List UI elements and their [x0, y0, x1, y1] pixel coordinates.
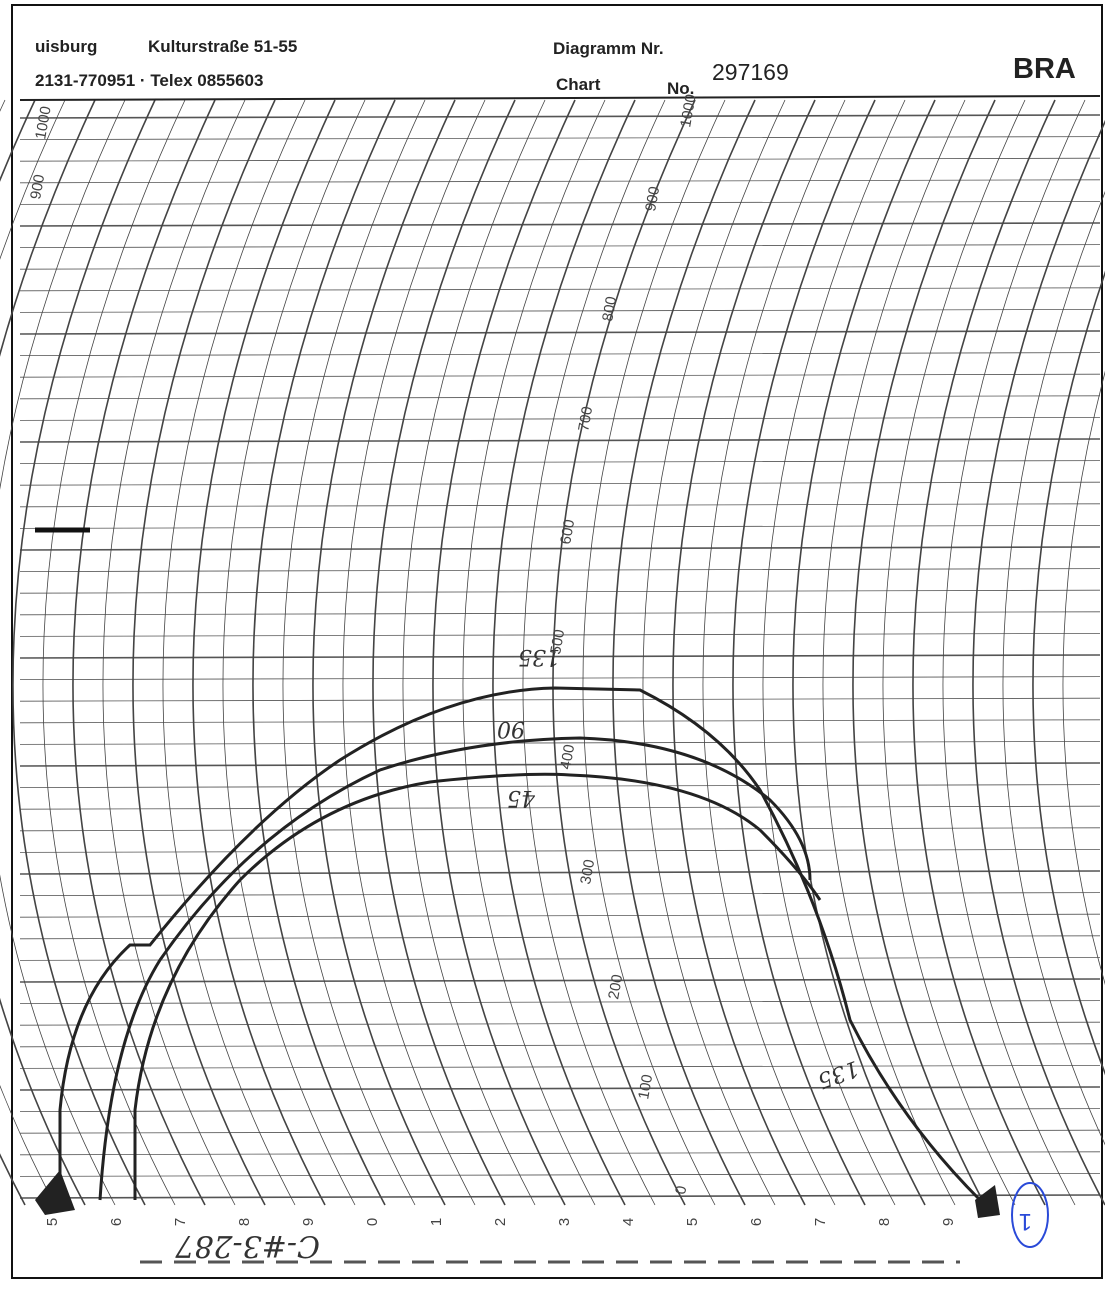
minute-label: 9: [940, 1218, 957, 1226]
location: uisburg: [35, 37, 97, 56]
minute-label: 7: [812, 1218, 829, 1226]
curve-label: 90: [497, 716, 525, 741]
chart-number: 297169: [712, 59, 789, 85]
curve-label: 45: [507, 785, 536, 810]
minute-label: 4: [620, 1218, 637, 1226]
phone: 2131-770951 · Telex 0855603: [35, 71, 263, 90]
chart-sheet: uisburg Kulturstraße 51-55 2131-770951 ·…: [0, 0, 1105, 1290]
minute-label: 3: [556, 1218, 573, 1226]
diagram-label: Diagramm Nr.: [553, 39, 664, 58]
circled-number: 1: [1019, 1208, 1032, 1235]
minute-label: 7: [172, 1218, 189, 1226]
minute-label: 5: [44, 1218, 61, 1226]
minute-label: 6: [748, 1218, 765, 1226]
minute-label: 1: [428, 1218, 445, 1226]
minute-label: 2: [492, 1218, 509, 1226]
minute-label: 9: [300, 1218, 317, 1226]
minute-label: 6: [108, 1218, 125, 1226]
address: Kulturstraße 51-55: [148, 37, 297, 56]
brand: BRA: [1013, 53, 1076, 85]
minute-label: 0: [364, 1218, 381, 1226]
sample-id: C-#3-287: [174, 1228, 320, 1263]
grid-arc: [0, 100, 5, 1205]
minute-label: 5: [684, 1218, 701, 1226]
page: uisburg Kulturstraße 51-55 2131-770951 ·…: [0, 0, 1105, 1290]
minute-label: 8: [236, 1218, 253, 1226]
minute-label: 8: [876, 1218, 893, 1226]
chart-label: Chart: [556, 75, 601, 94]
